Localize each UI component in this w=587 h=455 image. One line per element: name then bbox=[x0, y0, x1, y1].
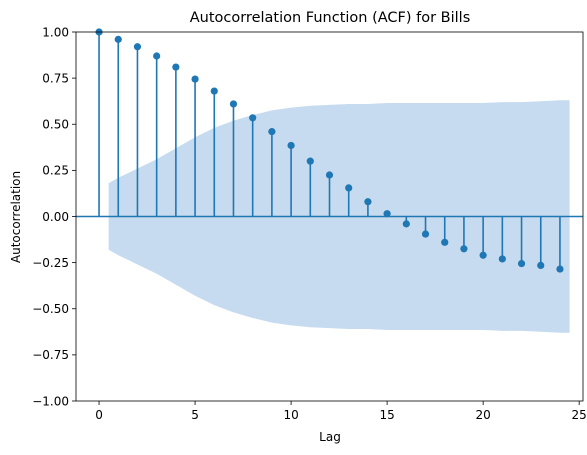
y-tick-label: −0.25 bbox=[32, 256, 69, 270]
x-tick-label: 15 bbox=[379, 408, 394, 422]
acf-point-19 bbox=[460, 245, 468, 253]
acf-point-6 bbox=[210, 87, 218, 95]
acf-point-18 bbox=[441, 238, 449, 246]
x-tick-label: 0 bbox=[95, 408, 103, 422]
x-tick-label: 25 bbox=[572, 408, 587, 422]
y-tick-label: 0.75 bbox=[42, 71, 69, 85]
acf-point-11 bbox=[306, 157, 314, 165]
acf-point-9 bbox=[268, 128, 276, 136]
y-tick-label: 0.00 bbox=[42, 210, 69, 224]
y-tick-label: −0.75 bbox=[32, 348, 69, 362]
acf-point-17 bbox=[421, 230, 430, 238]
acf-point-5 bbox=[191, 75, 199, 83]
acf-point-1 bbox=[114, 35, 122, 43]
acf-point-8 bbox=[249, 114, 257, 122]
chart-title: Autocorrelation Function (ACF) for Bills bbox=[190, 10, 471, 26]
acf-point-15 bbox=[383, 210, 391, 218]
y-tick-label: 1.00 bbox=[42, 25, 69, 39]
acf-point-21 bbox=[498, 255, 506, 263]
acf-point-13 bbox=[345, 184, 353, 192]
y-tick-label: 0.50 bbox=[42, 118, 69, 132]
acf-point-22 bbox=[517, 259, 526, 268]
y-tick-label: −0.50 bbox=[32, 302, 69, 316]
y-tick-label: 0.25 bbox=[42, 164, 69, 178]
acf-point-10 bbox=[287, 141, 295, 150]
y-axis-label: Autocorrelation bbox=[9, 171, 23, 263]
y-tick-label: −1.00 bbox=[32, 394, 69, 408]
x-axis-ticks: 0 5 10 15 20 25 bbox=[95, 401, 587, 422]
acf-point-20 bbox=[479, 251, 487, 259]
acf-point-16 bbox=[402, 220, 410, 228]
x-tick-label: 20 bbox=[475, 408, 490, 422]
acf-point-7 bbox=[229, 100, 238, 108]
acf-point-23 bbox=[537, 261, 545, 269]
x-axis-label: Lag bbox=[319, 430, 341, 444]
y-axis-ticks: −1.00 −0.75 −0.50 −0.25 0.00 0.25 0.50 0.75 1.00 bbox=[32, 25, 76, 408]
acf-point-12 bbox=[325, 171, 334, 179]
stem-series bbox=[95, 28, 564, 273]
acf-point-24 bbox=[556, 265, 564, 273]
acf-point-4 bbox=[172, 63, 180, 71]
acf-point-3 bbox=[153, 52, 161, 60]
acf-point-14 bbox=[364, 198, 372, 206]
acf-point-2 bbox=[133, 43, 142, 51]
x-tick-label: 5 bbox=[191, 408, 199, 422]
x-tick-label: 10 bbox=[283, 408, 298, 422]
